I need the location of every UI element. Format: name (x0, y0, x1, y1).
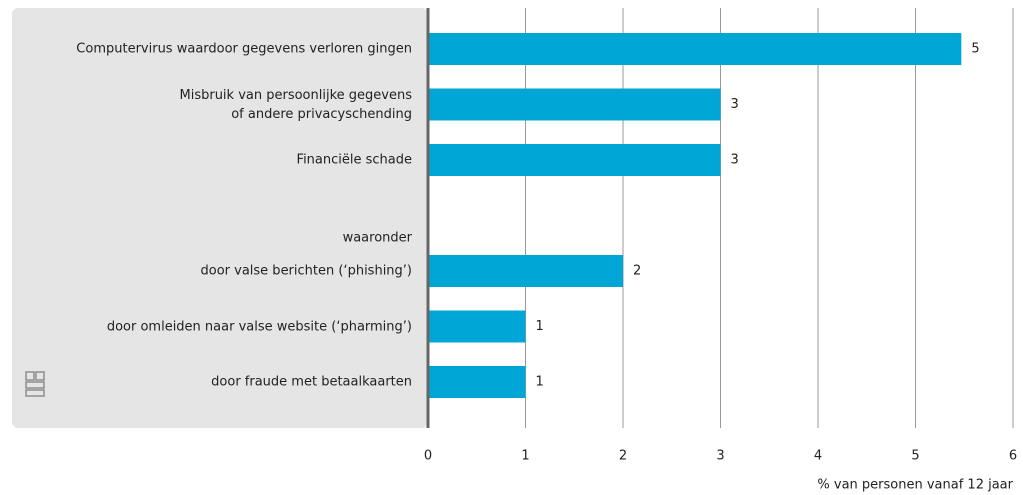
x-tick-label: 1 (521, 449, 529, 464)
bar (428, 255, 623, 287)
category-label: door omleiden naar valse website (‘pharm… (106, 319, 412, 334)
category-label: Misbruik van persoonlijke gegevens of an… (179, 87, 413, 122)
value-label: 1 (536, 375, 544, 390)
category-label: waaronder (342, 230, 412, 245)
bar (428, 366, 526, 398)
x-axis-label: % van personen vanaf 12 jaar (817, 478, 1013, 493)
x-tick-label: 0 (424, 449, 432, 464)
value-label: 3 (731, 97, 739, 112)
value-label: 3 (731, 153, 739, 168)
bar (428, 88, 721, 121)
x-tick-label: 5 (911, 449, 919, 464)
bar (428, 310, 526, 343)
value-label: 2 (633, 264, 641, 279)
value-label: 1 (536, 319, 544, 334)
category-label: door valse berichten (‘phishing’) (200, 263, 413, 279)
logo (25, 371, 45, 397)
x-tick-label: 2 (619, 449, 627, 464)
x-tick-label: 4 (814, 449, 822, 464)
category-label: Financiële schade (296, 152, 412, 168)
label-panel (12, 8, 428, 428)
x-tick-label: 6 (1009, 449, 1017, 464)
category-label: door fraude met betaalkaarten (211, 374, 412, 390)
bar (428, 33, 962, 65)
value-label: 5 (971, 42, 979, 57)
category-label: Computervirus waardoor gegevens verloren… (76, 41, 412, 57)
bar (428, 144, 721, 176)
x-tick-label: 3 (716, 449, 724, 464)
